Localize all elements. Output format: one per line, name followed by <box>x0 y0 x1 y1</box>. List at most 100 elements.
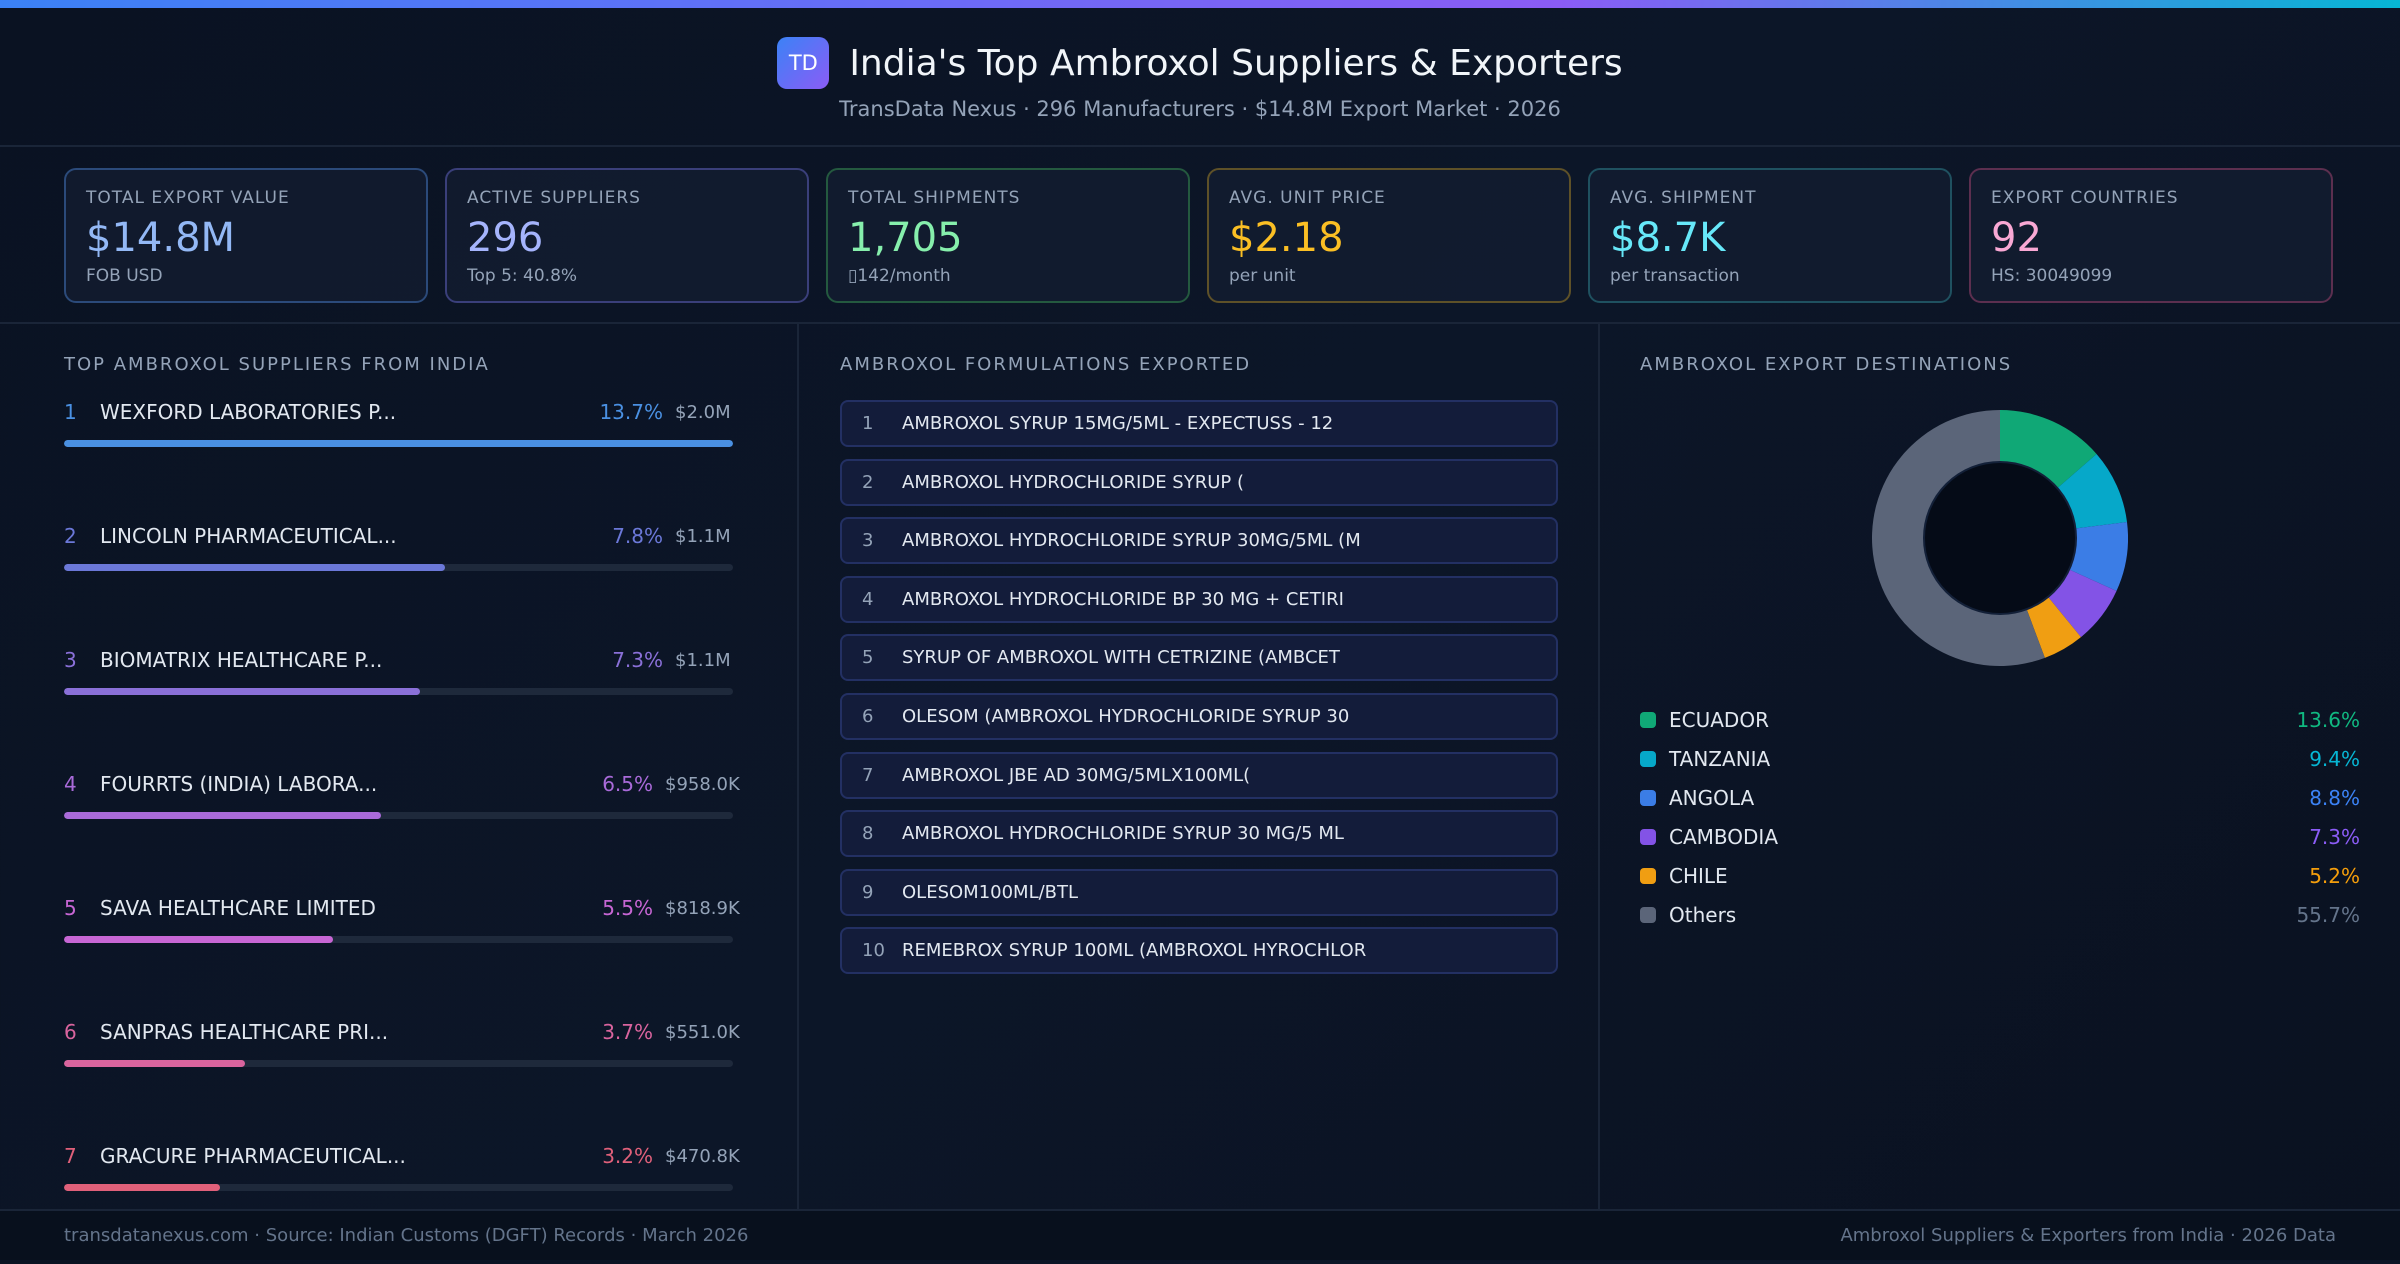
formulation-item[interactable]: 10 REMEBROX SYRUP 100ML (AMBROXOL HYROCHL… <box>840 927 1558 975</box>
accent-bar <box>0 0 2400 8</box>
legend-value: 13.6% <box>2296 707 2360 732</box>
kpi-label: AVG. UNIT PRICE <box>1229 188 1386 208</box>
page-title: India's Top Ambroxol Suppliers & Exporte… <box>849 42 1623 84</box>
legend-label: ECUADOR <box>1669 707 1769 732</box>
supplier-rank: 2 <box>64 524 77 548</box>
kpi-label: ACTIVE SUPPLIERS <box>467 188 641 208</box>
kpi-label: TOTAL EXPORT VALUE <box>86 188 290 208</box>
footer: transdatanexus.com · Source: Indian Cust… <box>0 1209 2400 1260</box>
formulation-item[interactable]: 1 AMBROXOL SYRUP 15MG/5ML - EXPECTUSS - 1… <box>840 400 1558 447</box>
formulation-name: AMBROXOL HYDROCHLORIDE BP 30 MG + CETIRI <box>902 588 1344 610</box>
supplier-share-bar <box>64 440 733 447</box>
supplier-row[interactable]: 1 WEXFORD LABORATORIES P... 13.7% $2.0M <box>64 396 733 520</box>
supplier-value: $1.1M <box>675 525 731 547</box>
kpi-sub: Top 5: 40.8% <box>467 266 578 286</box>
destinations-title: AMBROXOL EXPORT DESTINATIONS <box>1640 354 2013 375</box>
donut-slice-angola[interactable] <box>2069 521 2128 592</box>
legend-swatch <box>1640 906 1656 923</box>
legend-item[interactable]: TANZANIA 9.4% <box>1640 739 2360 778</box>
formulation-item[interactable]: 5 SYRUP OF AMBROXOL WITH CETRIZINE (AMBCE… <box>840 634 1558 682</box>
supplier-share: 3.7% <box>602 1020 653 1044</box>
kpi-label: EXPORT COUNTRIES <box>1991 188 2179 208</box>
formulation-rank: 9 <box>862 881 874 903</box>
supplier-name: GRACURE PHARMACEUTICAL... <box>100 1144 406 1168</box>
formulation-item[interactable]: 3 AMBROXOL HYDROCHLORIDE SYRUP 30MG/5ML (… <box>840 517 1558 565</box>
supplier-rank: 1 <box>64 400 77 424</box>
supplier-row[interactable]: 6 SANPRAS HEALTHCARE PRI... 3.7% $551.0K <box>64 1016 740 1140</box>
formulation-item[interactable]: 6 OLESOM (AMBROXOL HYDROCHLORIDE SYRUP 30 <box>840 692 1558 740</box>
supplier-share: 5.5% <box>602 896 653 920</box>
formulations-panel: AMBROXOL FORMULATIONS EXPORTED 1 AMBROXOL… <box>799 324 1600 1209</box>
kpi-card: EXPORT COUNTRIES 92 HS: 30049099 <box>1969 168 2333 303</box>
supplier-name: BIOMATRIX HEALTHCARE P... <box>100 648 383 672</box>
formulation-rank: 2 <box>862 471 874 493</box>
supplier-share: 6.5% <box>602 772 653 796</box>
legend-label: ANGOLA <box>1669 785 1755 810</box>
formulation-item[interactable]: 9 OLESOM100ML/BTL <box>840 868 1558 916</box>
donut-slice-others[interactable] <box>1872 410 2045 666</box>
legend-item[interactable]: ECUADOR 13.6% <box>1640 700 2360 739</box>
destinations-donut-chart <box>1872 410 2128 666</box>
formulation-rank: 3 <box>862 530 874 552</box>
formulation-item[interactable]: 8 AMBROXOL HYDROCHLORIDE SYRUP 30 MG/5 ML <box>840 810 1558 858</box>
supplier-row[interactable]: 2 LINCOLN PHARMACEUTICAL... 7.8% $1.1M <box>64 520 733 644</box>
divider <box>0 322 2400 324</box>
legend-item[interactable]: Others 55.7% <box>1640 895 2360 934</box>
kpi-sub: per unit <box>1229 266 1296 286</box>
footer-caption: Ambroxol Suppliers & Exporters from Indi… <box>1840 1225 2336 1246</box>
formulations-title: AMBROXOL FORMULATIONS EXPORTED <box>840 354 1252 375</box>
formulation-item[interactable]: 7 AMBROXOL JBE AD 30MG/5MLX100ML( <box>840 751 1558 799</box>
kpi-sub: ▯142/month <box>848 266 951 286</box>
formulation-rank: 8 <box>862 823 874 845</box>
donut-hole <box>1923 461 2077 615</box>
supplier-share: 7.3% <box>612 648 663 672</box>
suppliers-panel: TOP AMBROXOL SUPPLIERS FROM INDIA 1 WEXFO… <box>0 324 799 1209</box>
supplier-rank: 6 <box>64 1020 77 1044</box>
formulation-name: OLESOM (AMBROXOL HYDROCHLORIDE SYRUP 30 <box>902 705 1350 727</box>
supplier-share-bar <box>64 1184 733 1191</box>
kpi-label: AVG. SHIPMENT <box>1610 188 1757 208</box>
donut-slice-ecuador[interactable] <box>2000 410 2097 489</box>
page-subtitle: TransData Nexus · 296 Manufacturers · $1… <box>839 97 1561 121</box>
supplier-value: $958.0K <box>665 773 740 795</box>
donut-slice-tanzania[interactable] <box>2057 453 2127 529</box>
brand-logo: TD <box>777 37 830 89</box>
formulation-name: SYRUP OF AMBROXOL WITH CETRIZINE (AMBCET <box>902 647 1340 669</box>
supplier-row[interactable]: 7 GRACURE PHARMACEUTICAL... 3.2% $470.8K <box>64 1140 740 1264</box>
formulation-item[interactable]: 4 AMBROXOL HYDROCHLORIDE BP 30 MG + CETIR… <box>840 575 1558 623</box>
legend-swatch <box>1640 789 1656 806</box>
legend-value: 7.3% <box>2309 824 2360 849</box>
supplier-row[interactable]: 5 SAVA HEALTHCARE LIMITED 5.5% $818.9K <box>64 892 740 1016</box>
legend-swatch <box>1640 750 1656 767</box>
suppliers-list: 1 WEXFORD LABORATORIES P... 13.7% $2.0M 2 LIN… <box>64 396 740 1264</box>
formulation-name: AMBROXOL SYRUP 15MG/5ML - EXPECTUSS - 12 <box>902 413 1334 434</box>
supplier-share-bar-fill <box>64 812 382 819</box>
supplier-share: 13.7% <box>599 400 663 424</box>
supplier-share-bar-fill <box>64 564 445 571</box>
legend-swatch <box>1640 828 1656 845</box>
formulation-item[interactable]: 2 AMBROXOL HYDROCHLORIDE SYRUP ( <box>840 458 1558 506</box>
donut-slice-cambodia[interactable] <box>2048 569 2117 638</box>
supplier-row[interactable]: 4 FOURRTS (INDIA) LABORA... 6.5% $958.0K <box>64 768 740 892</box>
supplier-value: $551.0K <box>665 1021 740 1043</box>
formulation-name: AMBROXOL HYDROCHLORIDE SYRUP 30MG/5ML (M <box>902 530 1361 552</box>
formulation-rank: 4 <box>862 588 874 610</box>
supplier-share-bar-fill <box>64 1060 245 1067</box>
footer-source: transdatanexus.com · Source: Indian Cust… <box>64 1225 749 1246</box>
supplier-row[interactable]: 3 BIOMATRIX HEALTHCARE P... 7.3% $1.1M <box>64 644 733 768</box>
formulation-name: AMBROXOL HYDROCHLORIDE SYRUP 30 MG/5 ML <box>902 823 1344 845</box>
legend-swatch <box>1640 867 1656 884</box>
formulations-list: 1 AMBROXOL SYRUP 15MG/5ML - EXPECTUSS - 1… <box>840 400 1558 975</box>
legend-item[interactable]: CAMBODIA 7.3% <box>1640 817 2360 856</box>
page-header: TD India's Top Ambroxol Suppliers & Expo… <box>0 8 2400 147</box>
kpi-value: 92 <box>1991 215 2042 261</box>
legend-label: TANZANIA <box>1669 746 1771 771</box>
legend-item[interactable]: ANGOLA 8.8% <box>1640 778 2360 817</box>
kpi-sub: per transaction <box>1610 266 1740 286</box>
destinations-panel: AMBROXOL EXPORT DESTINATIONS ECUADOR 13.6… <box>1600 324 2400 1209</box>
donut-slice-chile[interactable] <box>2026 596 2081 658</box>
kpi-value: 1,705 <box>848 215 963 261</box>
kpi-value: $8.7K <box>1610 215 1726 261</box>
legend-item[interactable]: CHILE 5.2% <box>1640 856 2360 895</box>
suppliers-title: TOP AMBROXOL SUPPLIERS FROM INDIA <box>64 354 490 375</box>
